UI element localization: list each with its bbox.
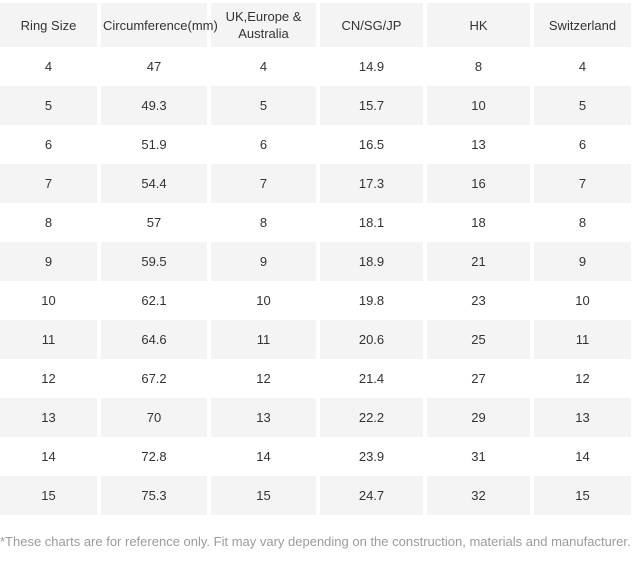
table-header-row: Ring Size Circumference(mm) UK,Europe & … [0, 3, 631, 47]
table-cell: 13 [425, 125, 534, 164]
table-cell: 6 [0, 125, 101, 164]
table-cell: 8 [0, 203, 101, 242]
table-cell: 23 [425, 281, 534, 320]
header-cell-hk: HK [425, 3, 534, 47]
table-cell: 18.9 [318, 242, 427, 281]
reference-footnote: *These charts are for reference only. Fi… [0, 534, 631, 549]
table-cell: 31 [425, 437, 534, 476]
header-cell-switzerland: Switzerland [532, 3, 631, 47]
table-cell: 57 [99, 203, 211, 242]
table-cell: 6 [578, 137, 587, 152]
table-row: 15 75.3 15 24.7 32 15 [0, 476, 631, 515]
table-cell: 16 [425, 164, 534, 203]
table-cell: 13 [532, 398, 631, 437]
table-cell: 15 [209, 476, 320, 515]
table-cell: 6 [209, 125, 320, 164]
table-cell: 15 [0, 476, 101, 515]
table-cell: 10 [575, 293, 590, 308]
table-row: 5 49.3 5 15.7 10 5 [0, 86, 631, 125]
table-cell: 10 [0, 281, 101, 320]
table-cell: 7 [0, 164, 101, 203]
table-cell: 14 [209, 437, 320, 476]
table-cell: 14 [575, 449, 590, 464]
table-cell: 62.1 [99, 281, 211, 320]
table-cell: 18.1 [318, 203, 427, 242]
table-cell: 11 [532, 320, 631, 359]
table-cell: 17.3 [318, 164, 427, 203]
table-row: 12 67.2 12 21.4 27 12 [0, 359, 631, 398]
table-cell: 20.6 [318, 320, 427, 359]
table-cell: 8 [209, 203, 320, 242]
table-cell: 15.7 [318, 86, 427, 125]
table-cell: 8 [425, 47, 534, 86]
table-row: 9 59.5 9 18.9 21 9 [0, 242, 631, 281]
table-cell: 9 [532, 242, 631, 281]
table-cell: 4 [578, 59, 587, 74]
table-row: 10 62.1 10 19.8 23 10 [0, 281, 631, 320]
table-row: 4 47 4 14.9 8 4 [0, 47, 631, 86]
table-cell: 27 [425, 359, 534, 398]
table-cell: 47 [99, 47, 211, 86]
table-row: 13 70 13 22.2 29 13 [0, 398, 631, 437]
table-cell: 25 [425, 320, 534, 359]
table-cell: 8 [578, 215, 587, 230]
table-cell: 9 [209, 242, 320, 281]
table-cell: 5 [0, 86, 101, 125]
table-cell: 18 [425, 203, 534, 242]
table-cell: 67.2 [99, 359, 211, 398]
table-row: 7 54.4 7 17.3 16 7 [0, 164, 631, 203]
table-cell: 5 [532, 86, 631, 125]
header-cell-uk-europe-australia: UK,Europe & Australia [209, 3, 320, 47]
table-cell: 7 [532, 164, 631, 203]
table-cell: 7 [209, 164, 320, 203]
table-cell: 14 [0, 437, 101, 476]
table-cell: 75.3 [99, 476, 211, 515]
table-cell: 54.4 [99, 164, 211, 203]
header-cell-cn-sg-jp: CN/SG/JP [318, 3, 427, 47]
ring-size-table-body: 4 47 4 14.9 8 4 5 49.3 5 15.7 10 5 6 51.9 6 16.5 13 6 7 54.… [0, 47, 631, 515]
table-cell: 51.9 [99, 125, 211, 164]
table-cell: 11 [209, 320, 320, 359]
table-cell: 4 [0, 47, 101, 86]
table-row: 14 72.8 14 23.9 31 14 [0, 437, 631, 476]
table-cell: 29 [425, 398, 534, 437]
table-cell: 16.5 [318, 125, 427, 164]
table-cell: 70 [99, 398, 211, 437]
table-cell: 49.3 [99, 86, 211, 125]
table-cell: 19.8 [318, 281, 427, 320]
table-cell: 13 [209, 398, 320, 437]
table-cell: 10 [209, 281, 320, 320]
table-cell: 13 [0, 398, 101, 437]
table-row: 8 57 8 18.1 18 8 [0, 203, 631, 242]
table-cell: 11 [0, 320, 101, 359]
table-cell: 5 [209, 86, 320, 125]
table-cell: 32 [425, 476, 534, 515]
header-cell-ring-size: Ring Size [0, 3, 101, 47]
table-cell: 24.7 [318, 476, 427, 515]
table-cell: 4 [209, 47, 320, 86]
table-cell: 9 [0, 242, 101, 281]
table-row: 11 64.6 11 20.6 25 11 [0, 320, 631, 359]
table-cell: 59.5 [99, 242, 211, 281]
ring-size-table: Ring Size Circumference(mm) UK,Europe & … [0, 3, 631, 515]
table-cell: 12 [209, 359, 320, 398]
header-cell-circumference: Circumference(mm) [99, 3, 218, 47]
table-cell: 64.6 [99, 320, 211, 359]
table-cell: 23.9 [318, 437, 427, 476]
table-cell: 15 [532, 476, 631, 515]
table-cell: 21 [425, 242, 534, 281]
table-cell: 10 [425, 86, 534, 125]
table-cell: 14.9 [318, 47, 427, 86]
table-cell: 12 [0, 359, 101, 398]
table-cell: 72.8 [99, 437, 211, 476]
table-cell: 12 [575, 371, 590, 386]
table-cell: 22.2 [318, 398, 427, 437]
ring-size-chart-page: Ring Size Circumference(mm) UK,Europe & … [0, 3, 641, 561]
table-row: 6 51.9 6 16.5 13 6 [0, 125, 631, 164]
table-cell: 21.4 [318, 359, 427, 398]
